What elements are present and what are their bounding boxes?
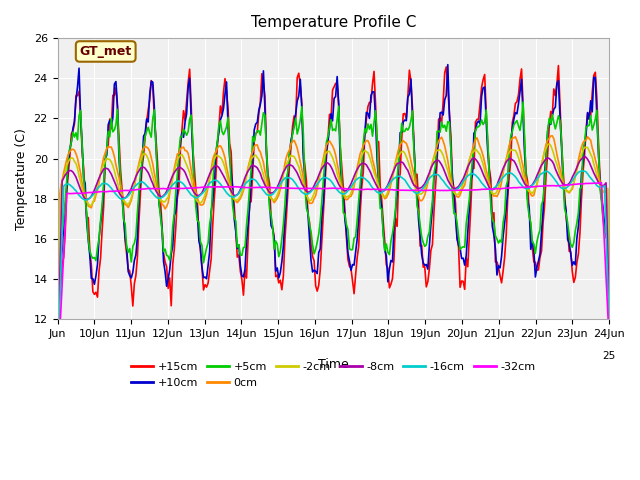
-8cm xyxy=(605,304,613,310)
+10cm xyxy=(163,283,170,289)
Line: -32cm: -32cm xyxy=(58,183,609,377)
+10cm xyxy=(220,106,227,111)
-2cm xyxy=(54,373,61,379)
+15cm xyxy=(247,199,255,204)
-16cm xyxy=(578,168,586,174)
+15cm xyxy=(555,63,563,69)
Text: GT_met: GT_met xyxy=(79,45,132,58)
-32cm xyxy=(295,186,303,192)
+5cm xyxy=(54,257,61,263)
-2cm xyxy=(122,199,129,205)
+5cm xyxy=(296,117,304,123)
+10cm xyxy=(605,236,613,241)
+5cm xyxy=(220,132,227,137)
Line: +10cm: +10cm xyxy=(58,65,609,286)
-32cm xyxy=(598,180,605,186)
+15cm xyxy=(578,196,586,202)
0cm xyxy=(295,152,303,158)
0cm xyxy=(122,202,129,208)
-16cm xyxy=(54,372,61,377)
Legend: +15cm, +10cm, +5cm, 0cm, -2cm, -8cm, -16cm, -32cm: +15cm, +10cm, +5cm, 0cm, -2cm, -8cm, -16… xyxy=(127,358,540,392)
Line: 0cm: 0cm xyxy=(58,136,609,321)
-8cm xyxy=(246,166,253,172)
+10cm xyxy=(247,179,255,184)
-2cm xyxy=(545,141,553,147)
-8cm xyxy=(580,153,588,159)
+10cm xyxy=(296,76,304,82)
-32cm xyxy=(54,374,61,380)
-32cm xyxy=(605,337,613,343)
+5cm xyxy=(238,252,246,258)
+5cm xyxy=(55,264,63,270)
+10cm xyxy=(54,275,61,281)
0cm xyxy=(54,318,61,324)
Line: -16cm: -16cm xyxy=(58,171,609,374)
X-axis label: Time: Time xyxy=(318,358,349,371)
-2cm xyxy=(246,160,253,166)
-16cm xyxy=(218,183,226,189)
+5cm xyxy=(123,244,131,250)
+5cm xyxy=(605,221,613,227)
-8cm xyxy=(218,170,226,176)
Text: 25: 25 xyxy=(602,351,616,361)
-8cm xyxy=(122,195,129,201)
-2cm xyxy=(218,156,226,162)
-16cm xyxy=(246,177,253,183)
-16cm xyxy=(575,169,582,175)
0cm xyxy=(548,133,556,139)
Y-axis label: Temperature (C): Temperature (C) xyxy=(15,128,28,229)
0cm xyxy=(218,145,226,151)
-2cm xyxy=(237,193,244,199)
-16cm xyxy=(237,188,244,194)
Line: +15cm: +15cm xyxy=(58,66,609,306)
-32cm xyxy=(218,184,226,190)
+10cm xyxy=(238,273,246,279)
-2cm xyxy=(605,277,613,283)
+15cm xyxy=(220,89,227,95)
+5cm xyxy=(247,167,255,173)
Line: -8cm: -8cm xyxy=(58,156,609,372)
-8cm xyxy=(237,187,244,192)
+10cm xyxy=(578,171,586,177)
-8cm xyxy=(54,370,61,375)
Line: -2cm: -2cm xyxy=(58,144,609,376)
+10cm xyxy=(122,235,129,240)
-16cm xyxy=(605,322,613,328)
+15cm xyxy=(605,249,613,254)
-32cm xyxy=(575,181,582,187)
+15cm xyxy=(238,277,246,283)
0cm xyxy=(605,310,613,315)
-8cm xyxy=(575,161,582,167)
+15cm xyxy=(296,83,304,88)
+15cm xyxy=(129,303,137,309)
-32cm xyxy=(122,188,129,193)
-16cm xyxy=(295,186,303,192)
-16cm xyxy=(122,195,129,201)
+10cm xyxy=(444,62,452,68)
-32cm xyxy=(246,185,253,191)
0cm xyxy=(246,158,253,164)
-2cm xyxy=(576,156,584,162)
+15cm xyxy=(122,239,129,244)
0cm xyxy=(237,196,244,202)
-8cm xyxy=(295,174,303,180)
-32cm xyxy=(237,184,244,190)
Title: Temperature Profile C: Temperature Profile C xyxy=(251,15,416,30)
0cm xyxy=(576,150,584,156)
+15cm xyxy=(54,284,61,290)
-2cm xyxy=(295,164,303,170)
Line: +5cm: +5cm xyxy=(58,102,609,267)
+5cm xyxy=(519,99,527,105)
+5cm xyxy=(578,185,586,191)
